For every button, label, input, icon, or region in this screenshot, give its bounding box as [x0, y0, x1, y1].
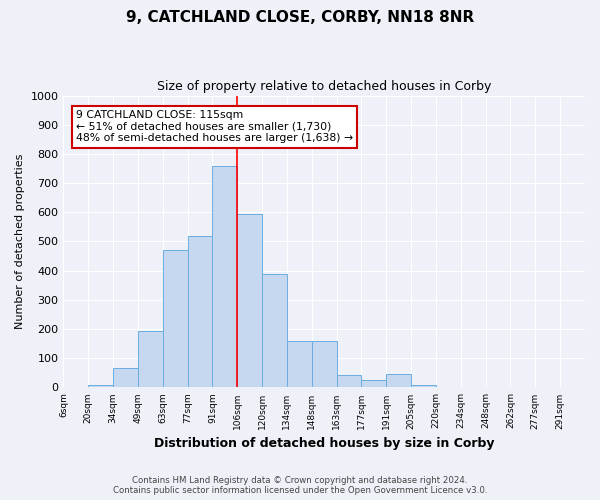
- Bar: [212, 166, 237, 388]
- Bar: [312, 342, 337, 388]
- Bar: [188, 236, 212, 388]
- Bar: [113, 368, 138, 388]
- Bar: [386, 374, 411, 388]
- Bar: [237, 214, 262, 388]
- Bar: [163, 250, 188, 388]
- Bar: [337, 375, 361, 388]
- Bar: [436, 386, 461, 388]
- X-axis label: Distribution of detached houses by size in Corby: Distribution of detached houses by size …: [154, 437, 494, 450]
- Y-axis label: Number of detached properties: Number of detached properties: [15, 154, 25, 329]
- Text: Contains HM Land Registry data © Crown copyright and database right 2024.
Contai: Contains HM Land Registry data © Crown c…: [113, 476, 487, 495]
- Bar: [138, 330, 163, 388]
- Bar: [88, 384, 113, 388]
- Text: 9, CATCHLAND CLOSE, CORBY, NN18 8NR: 9, CATCHLAND CLOSE, CORBY, NN18 8NR: [126, 10, 474, 25]
- Text: 9 CATCHLAND CLOSE: 115sqm
← 51% of detached houses are smaller (1,730)
48% of se: 9 CATCHLAND CLOSE: 115sqm ← 51% of detac…: [76, 110, 353, 144]
- Bar: [411, 385, 436, 388]
- Bar: [262, 274, 287, 388]
- Bar: [287, 342, 312, 388]
- Bar: [361, 380, 386, 388]
- Title: Size of property relative to detached houses in Corby: Size of property relative to detached ho…: [157, 80, 491, 93]
